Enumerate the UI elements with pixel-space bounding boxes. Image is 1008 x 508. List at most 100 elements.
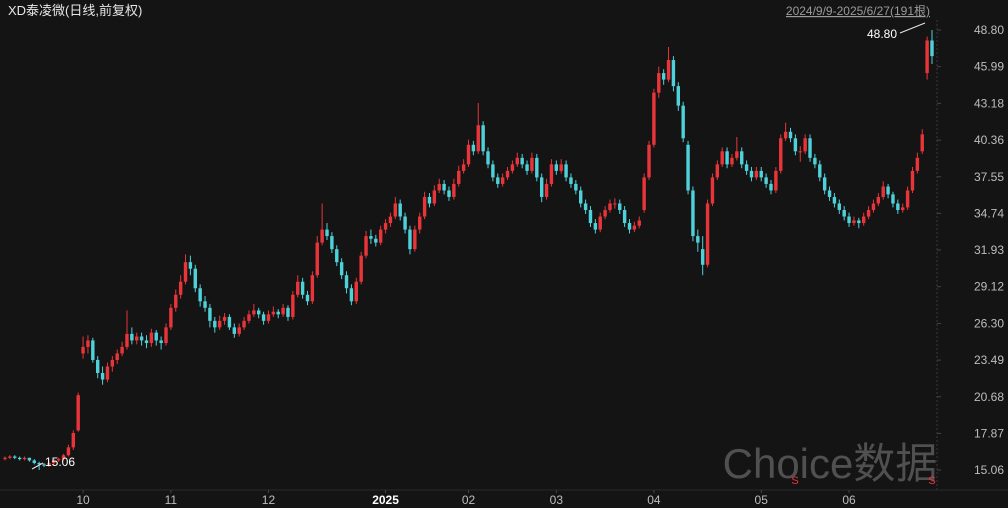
candle-body — [149, 332, 154, 344]
candle-body — [466, 144, 471, 165]
candle-body — [208, 307, 212, 321]
candle-body — [827, 190, 832, 197]
candle-body — [213, 320, 217, 328]
candle-body — [642, 177, 646, 211]
candle-body — [666, 60, 671, 80]
candle-body — [866, 210, 871, 217]
candle-body — [276, 311, 280, 315]
candle-body — [749, 170, 754, 178]
candle-body — [544, 183, 549, 197]
candle-body — [588, 210, 593, 224]
candle-body — [891, 194, 895, 204]
candle-body — [339, 262, 344, 276]
candle-body — [759, 170, 763, 178]
candle-body — [705, 203, 710, 265]
candle-body — [100, 373, 105, 380]
candle-body — [315, 242, 319, 276]
x-tick-label: 10 — [76, 493, 90, 507]
candle-body — [471, 144, 476, 152]
candle-body — [725, 151, 729, 165]
candle-body — [676, 86, 681, 106]
candle-body — [598, 216, 602, 230]
candle-body — [247, 314, 251, 321]
date-range[interactable]: 2024/9/9-2025/6/27(191根) — [786, 4, 930, 18]
candle-body — [422, 196, 427, 217]
candle-body — [437, 183, 441, 191]
candle-body — [198, 288, 202, 302]
candle-body — [110, 359, 115, 367]
candle-body — [925, 40, 929, 74]
candle-body — [17, 457, 22, 460]
candle-body — [613, 203, 617, 205]
candle-body — [22, 457, 27, 460]
high-label: 48.80 — [867, 27, 897, 41]
candle-body — [818, 164, 822, 178]
candle-body — [135, 336, 139, 341]
candle-body — [632, 225, 637, 230]
candle-body — [720, 151, 724, 165]
candle-body — [593, 223, 598, 230]
candle-body — [47, 463, 51, 466]
x-tick-label: 05 — [755, 493, 769, 507]
candle-body — [388, 216, 393, 224]
candle-body — [618, 203, 622, 211]
candle-body — [222, 316, 227, 321]
candle-body — [905, 190, 910, 208]
candle-body — [754, 170, 759, 178]
candle-body — [788, 131, 793, 139]
candle-body — [174, 294, 178, 308]
candle-body — [335, 249, 339, 263]
candle-body — [461, 164, 466, 171]
candle-body — [657, 73, 661, 93]
candle-body — [920, 134, 924, 152]
candle-body — [457, 170, 461, 184]
candle-body — [852, 220, 856, 224]
candle-body — [803, 138, 807, 152]
low-pointer — [31, 462, 44, 470]
candle-body — [242, 320, 246, 328]
candle-body — [8, 456, 12, 458]
high-pointer — [899, 22, 926, 34]
candle-body — [266, 314, 271, 321]
candle-body — [217, 320, 222, 328]
candle-body — [305, 294, 310, 302]
y-tick-label: 40.36 — [974, 133, 1004, 147]
candle-body — [520, 157, 524, 165]
candle-body — [344, 275, 349, 289]
candle-body — [861, 216, 866, 224]
candle-body — [876, 196, 881, 204]
candle-body — [56, 459, 61, 461]
candle-body — [896, 203, 900, 211]
candle-body — [178, 281, 183, 295]
candle-body — [832, 196, 837, 204]
candle-body — [159, 340, 163, 344]
candle-body — [579, 190, 583, 204]
candle-body — [403, 216, 407, 230]
candle-body — [505, 170, 510, 178]
x-tick-label: 03 — [550, 493, 564, 507]
candle-body — [710, 177, 715, 204]
candle-body — [476, 125, 480, 152]
candle-body — [130, 333, 134, 341]
candle-body — [125, 333, 129, 347]
candle-body — [813, 157, 817, 165]
candle-body — [413, 229, 417, 250]
y-tick-label: 17.87 — [974, 426, 1004, 440]
candle-body — [398, 203, 402, 217]
candle-body — [432, 190, 437, 204]
candle-body — [500, 177, 505, 184]
candle-body — [227, 316, 232, 328]
candle-body — [491, 164, 495, 178]
x-tick-label: 02 — [462, 493, 476, 507]
candle-body — [549, 164, 554, 184]
candle-body — [37, 463, 41, 465]
candle-body — [779, 138, 783, 171]
candle-body — [535, 157, 539, 178]
candle-body — [661, 73, 666, 80]
y-tick-label: 43.18 — [974, 96, 1004, 110]
candle-body — [783, 131, 788, 139]
candle-body — [66, 447, 71, 456]
y-tick-label: 48.80 — [974, 23, 1004, 37]
candle-body — [652, 92, 656, 145]
candle-body — [383, 223, 388, 230]
